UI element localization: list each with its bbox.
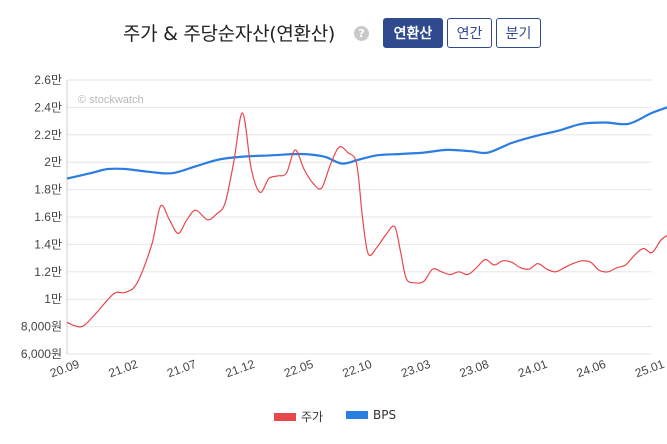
x-tick-label: 23.03 bbox=[399, 357, 432, 381]
x-tick-label: 21.12 bbox=[224, 357, 257, 381]
x-tick-label: 22.10 bbox=[341, 357, 374, 381]
chart-header: 주가 & 주당순자산(연환산) ? 연환산 연간 분기 bbox=[0, 0, 667, 70]
x-tick-label: 23.08 bbox=[458, 357, 491, 381]
legend-swatch-bps bbox=[346, 411, 368, 419]
line-chart: 6,000원 8,000원 1만 1.2만 1.4만 1.6만 1.8만 2만 2.2만 2.4만… bbox=[21, 73, 667, 381]
y-tick-label: 2.6만 bbox=[34, 73, 62, 87]
x-tick-label: 21.07 bbox=[165, 357, 198, 381]
y-tick-label: 1.8만 bbox=[34, 183, 62, 197]
bps-series-line bbox=[66, 106, 667, 180]
legend: 주가 BPS bbox=[0, 408, 667, 428]
x-tick-label: 25.01 bbox=[633, 357, 666, 381]
x-tick-label: 24.01 bbox=[516, 357, 549, 381]
watermark: © stockwatch bbox=[78, 94, 144, 106]
y-tick-label: 2만 bbox=[44, 155, 62, 169]
help-icon[interactable]: ? bbox=[354, 26, 369, 41]
tab-annual[interactable]: 연간 bbox=[447, 18, 492, 48]
price-series-line bbox=[66, 112, 667, 328]
x-tick-label: 24.06 bbox=[575, 357, 608, 381]
tab-annualized[interactable]: 연환산 bbox=[383, 18, 443, 48]
legend-label-price: 주가 bbox=[301, 410, 324, 424]
page-title: 주가 & 주당순자산(연환산) bbox=[123, 23, 336, 45]
y-tick-label: 1.2만 bbox=[34, 265, 62, 279]
legend-item-price[interactable]: 주가 bbox=[274, 408, 323, 425]
y-tick-label: 1만 bbox=[44, 292, 62, 306]
y-tick-label: 2.4만 bbox=[34, 100, 62, 114]
tab-quarterly[interactable]: 분기 bbox=[496, 18, 541, 48]
x-tick-label: 21.02 bbox=[107, 357, 140, 381]
y-tick-label: 1.4만 bbox=[34, 237, 62, 251]
legend-label-bps: BPS bbox=[373, 408, 397, 422]
y-tick-label: 2.2만 bbox=[34, 128, 62, 142]
legend-item-bps[interactable]: BPS bbox=[346, 408, 396, 422]
x-tick-label: 22.05 bbox=[282, 357, 315, 381]
y-tick-label: 6,000원 bbox=[21, 347, 62, 361]
y-tick-label: 8,000원 bbox=[21, 320, 62, 334]
legend-swatch-price bbox=[274, 412, 296, 421]
y-tick-label: 1.6만 bbox=[34, 210, 62, 224]
